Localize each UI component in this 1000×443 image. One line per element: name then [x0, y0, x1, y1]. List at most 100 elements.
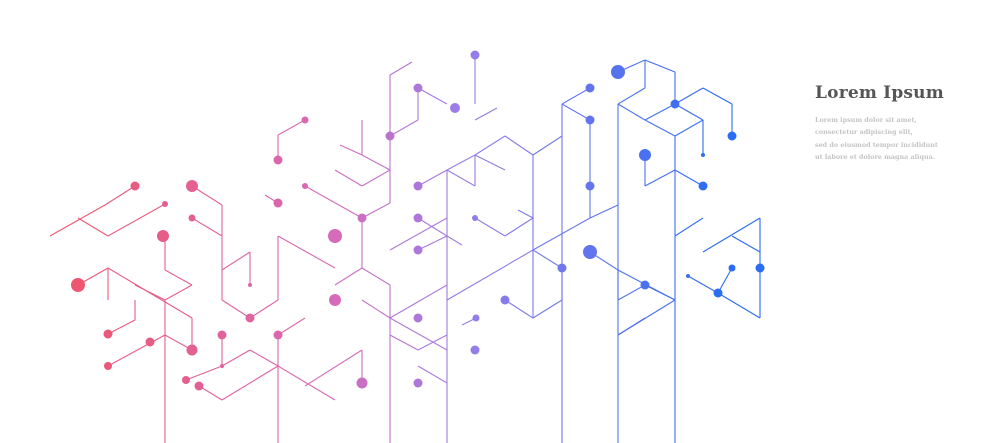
- network-node: [182, 376, 190, 384]
- network-node: [557, 263, 567, 273]
- network-line: [589, 204, 619, 219]
- network-node: [450, 103, 460, 113]
- network-line: [277, 235, 336, 269]
- network-node: [755, 263, 765, 273]
- network-line: [617, 317, 646, 336]
- network-line: [389, 217, 448, 251]
- network-line: [417, 169, 448, 187]
- network-node: [701, 153, 705, 157]
- network-node: [698, 181, 708, 191]
- network-line: [717, 267, 733, 294]
- network-line: [474, 135, 506, 156]
- network-node: [220, 364, 224, 368]
- network-line: [446, 169, 476, 187]
- network-line: [389, 61, 413, 76]
- network-line: [361, 169, 391, 187]
- network-line: [532, 249, 563, 269]
- network-line: [221, 251, 251, 271]
- network-node: [248, 283, 252, 287]
- network-line: [304, 349, 363, 387]
- heading: Lorem Ipsum: [815, 83, 944, 103]
- network-node: [302, 183, 308, 189]
- network-line: [107, 319, 136, 335]
- network-line: [107, 334, 166, 367]
- network-line: [446, 249, 534, 301]
- network-line: [221, 365, 279, 401]
- body-line: ut labore et dolore magna aliqua.: [815, 152, 935, 161]
- network-line: [334, 267, 363, 286]
- network-line: [561, 103, 591, 121]
- network-node: [611, 65, 625, 79]
- network-node: [357, 213, 367, 223]
- network-line: [417, 365, 448, 384]
- network-node: [356, 377, 368, 389]
- network-line: [474, 154, 506, 171]
- network-node: [162, 201, 168, 207]
- network-node: [585, 83, 595, 93]
- network-node: [470, 50, 480, 60]
- network-line: [702, 87, 733, 105]
- network-line: [517, 209, 534, 219]
- network-line: [644, 119, 676, 137]
- network-line: [644, 284, 676, 301]
- network-line: [49, 204, 106, 237]
- network-line: [77, 217, 109, 237]
- network-line: [504, 217, 534, 237]
- network-node: [413, 213, 423, 223]
- network-line: [277, 365, 336, 401]
- network-line: [731, 235, 761, 253]
- network-line: [389, 284, 448, 319]
- network-node: [186, 180, 198, 192]
- network-line: [504, 135, 534, 156]
- network-node: [640, 280, 650, 290]
- network-line: [361, 202, 391, 219]
- network-node: [329, 294, 341, 306]
- network-node: [413, 83, 423, 93]
- network-line: [334, 169, 363, 187]
- network-line: [389, 334, 419, 351]
- network-node: [583, 245, 597, 259]
- network-line: [104, 185, 136, 206]
- network-node: [500, 295, 510, 305]
- network-node: [713, 288, 723, 298]
- network-line: [361, 267, 391, 286]
- network-line: [446, 235, 463, 246]
- network-line: [617, 87, 646, 105]
- network-line: [474, 217, 506, 237]
- network-node: [103, 329, 113, 339]
- network-line: [164, 269, 193, 286]
- network-line: [361, 154, 391, 171]
- network-line: [674, 217, 704, 237]
- network-line: [164, 284, 193, 301]
- network-line: [417, 217, 448, 237]
- network-node: [273, 198, 283, 208]
- network-node: [413, 313, 423, 323]
- network-line: [617, 103, 646, 121]
- network-line: [687, 275, 719, 294]
- network-node: [585, 181, 595, 191]
- network-line: [417, 87, 448, 105]
- network-line: [561, 87, 591, 105]
- network-node: [71, 278, 85, 292]
- network-node: [145, 337, 155, 347]
- body-line: Lorem ipsum dolor sit amet,: [815, 116, 917, 124]
- network-node: [727, 131, 737, 141]
- network-line: [674, 169, 704, 187]
- network-line: [417, 235, 448, 251]
- network-node: [328, 229, 342, 243]
- network-node: [186, 344, 198, 356]
- network-line: [249, 299, 279, 319]
- network-node: [104, 362, 112, 370]
- network-line: [185, 365, 223, 381]
- network-node: [413, 181, 423, 191]
- network-node: [413, 378, 423, 388]
- network-line: [702, 217, 761, 253]
- network-node: [130, 181, 140, 191]
- network-line: [504, 299, 534, 319]
- network-line: [474, 107, 498, 121]
- network-line: [191, 217, 223, 237]
- network-line: [674, 87, 704, 105]
- network-node: [472, 215, 478, 221]
- network-line: [417, 334, 448, 351]
